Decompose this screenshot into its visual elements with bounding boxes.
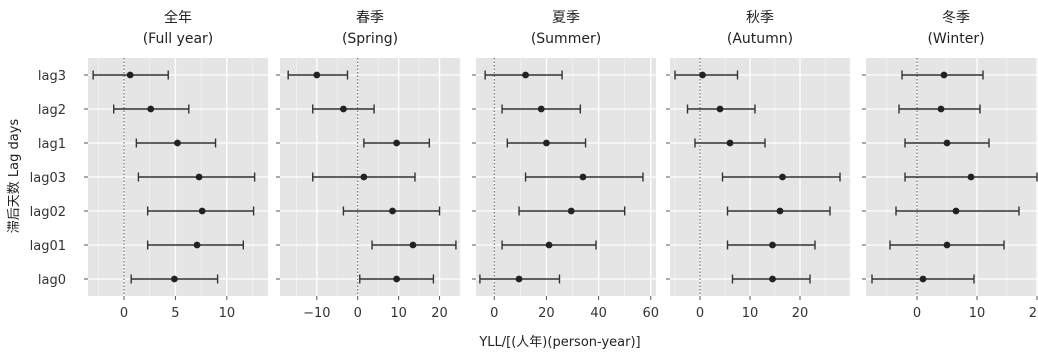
estimate-point [147, 105, 155, 113]
estimate-point [537, 105, 545, 113]
x-tick-label: 10 [219, 306, 236, 321]
estimate-point [940, 71, 948, 79]
x-tick-label: 60 [643, 306, 660, 321]
panel-title: 冬季 [942, 10, 970, 26]
y-tick-label: lag1 [38, 137, 66, 152]
x-tick-label: 0 [354, 306, 362, 321]
x-tick-label: 5 [171, 306, 179, 321]
panel: 夏季 (Summer) 0 20 40 60 [472, 10, 659, 321]
x-tick-label: 0 [913, 306, 921, 321]
panel-subtitle: (Full year) [143, 31, 214, 47]
x-tick-label: −10 [303, 306, 330, 321]
x-tick-label: 0 [490, 306, 498, 321]
panel-subtitle: (Autumn) [727, 31, 793, 47]
estimate-point [126, 71, 134, 79]
panel-subtitle: (Winter) [927, 31, 984, 47]
y-tick-label: lag3 [38, 69, 66, 84]
x-tick-label: 10 [969, 306, 986, 321]
estimate-point [726, 139, 734, 147]
panel-title: 全年 [164, 9, 192, 26]
estimate-point [195, 173, 203, 181]
panel-title: 春季 [356, 10, 384, 26]
estimate-point [937, 105, 945, 113]
estimate-point [769, 275, 776, 283]
estimate-point [409, 241, 417, 249]
estimate-point [769, 241, 776, 249]
panel: 冬季 (Winter) 0 10 20 [862, 10, 1038, 321]
x-tick-label: 0 [120, 306, 128, 321]
y-tick-label: lag01 [30, 239, 66, 254]
y-axis-label: 滞后天数 Lag days [7, 119, 22, 234]
panel-title: 夏季 [552, 10, 580, 26]
estimate-point [776, 207, 784, 215]
x-tick-label: 20 [538, 306, 555, 321]
estimate-point [340, 105, 347, 113]
panel: 春季 (Spring) −10 0 10 20 [276, 10, 461, 321]
estimate-point [171, 275, 178, 283]
estimate-point [313, 71, 321, 79]
x-tick-label: 0 [696, 306, 704, 321]
estimate-point [543, 139, 550, 147]
estimate-point [545, 241, 553, 249]
panel-title: 秋季 [746, 10, 774, 26]
y-tick-label: lag03 [30, 171, 66, 186]
panel: 秋季 (Autumn) 0 10 20 [666, 10, 851, 321]
estimate-point [943, 139, 951, 147]
estimate-point [919, 275, 927, 283]
x-tick-label: 20 [792, 306, 809, 321]
estimate-point [522, 71, 529, 79]
estimate-point [779, 173, 786, 181]
estimate-point [174, 139, 181, 147]
x-tick-label: 10 [390, 306, 407, 321]
estimate-point [193, 241, 201, 249]
estimate-point [567, 207, 575, 215]
estimate-point [952, 207, 960, 215]
estimate-point [515, 275, 523, 283]
estimate-point [389, 207, 396, 215]
x-tick-label: 20 [431, 306, 448, 321]
panel: 全年 (Full year) 0 5 10 [84, 9, 268, 321]
x-tick-label: 10 [742, 306, 759, 321]
x-tick-label: 20 [1029, 306, 1038, 321]
estimate-point [716, 105, 724, 113]
estimate-point [699, 71, 706, 79]
estimate-point [943, 241, 951, 249]
y-tick-label: lag2 [38, 103, 66, 118]
x-tick-label: 40 [590, 306, 607, 321]
x-axis-label: YLL/[(人年)(person-year)] [478, 335, 640, 350]
estimate-point [967, 173, 975, 181]
estimate-point [198, 207, 206, 215]
estimate-point [579, 173, 587, 181]
y-tick-label: lag0 [38, 273, 66, 288]
estimate-point [393, 275, 400, 283]
y-tick-label: lag02 [30, 205, 66, 220]
panels: lag3 lag2 lag1 lag03 lag02 lag01 lag0 全年 (Full y… [30, 9, 1038, 321]
estimate-point [360, 173, 368, 181]
estimate-point [393, 139, 400, 147]
panel-subtitle: (Spring) [342, 31, 398, 47]
panel-subtitle: (Summer) [531, 31, 601, 47]
